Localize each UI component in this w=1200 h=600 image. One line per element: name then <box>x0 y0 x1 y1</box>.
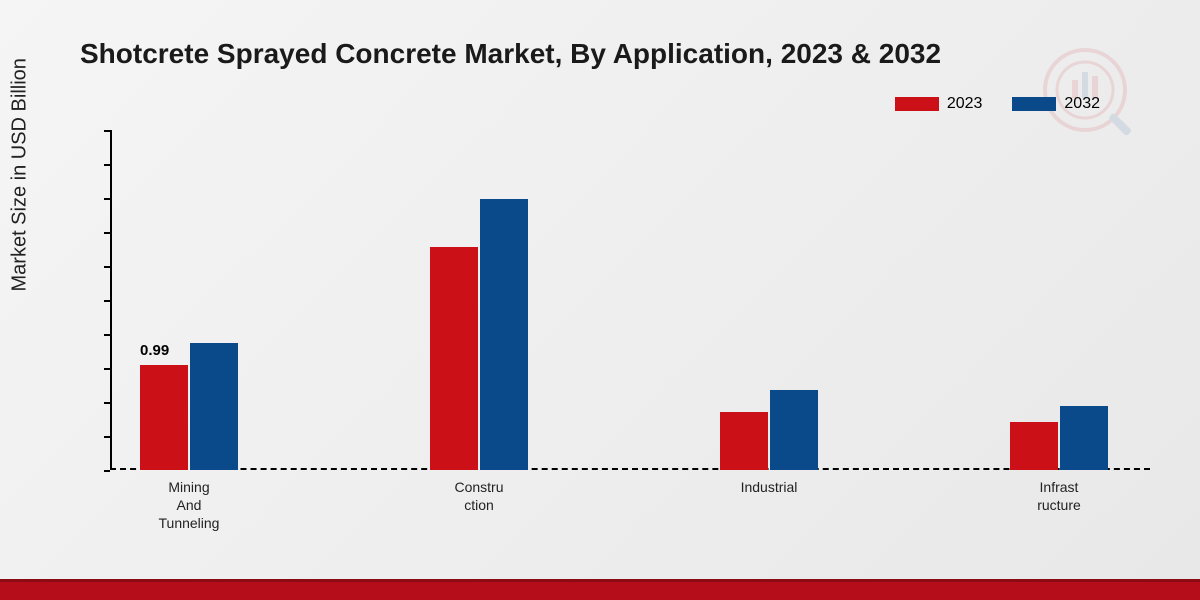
y-tick <box>104 300 110 302</box>
bar <box>1060 406 1108 470</box>
chart-area: 0.99 Mining And TunnelingConstru ctionIn… <box>110 130 1150 470</box>
y-tick <box>104 436 110 438</box>
y-tick <box>104 232 110 234</box>
y-tick <box>104 402 110 404</box>
y-tick <box>104 368 110 370</box>
x-axis-label: Constru ction <box>430 478 528 514</box>
y-axis-label: Market Size in USD Billion <box>9 58 32 291</box>
y-tick <box>104 266 110 268</box>
y-axis <box>110 130 112 470</box>
y-tick <box>104 164 110 166</box>
legend-swatch-2023 <box>895 97 939 111</box>
x-axis-label: Infrast ructure <box>1010 478 1108 514</box>
bar <box>720 412 768 470</box>
legend-item: 2032 <box>1012 95 1100 113</box>
bar <box>1010 422 1058 470</box>
y-tick <box>104 334 110 336</box>
chart-title: Shotcrete Sprayed Concrete Market, By Ap… <box>80 38 941 70</box>
bar <box>140 365 188 470</box>
legend-swatch-2032 <box>1012 97 1056 111</box>
legend-label: 2023 <box>947 95 983 113</box>
bar <box>190 343 238 471</box>
bar <box>480 199 528 470</box>
bar-group <box>720 390 818 470</box>
y-tick <box>104 198 110 200</box>
bar-group: 0.99 <box>140 343 238 471</box>
bar <box>770 390 818 470</box>
legend-label: 2032 <box>1064 95 1100 113</box>
x-axis <box>110 468 1150 470</box>
x-axis-label: Industrial <box>720 478 818 496</box>
bar-group <box>1010 406 1108 470</box>
bar-group <box>430 199 528 470</box>
legend-item: 2023 <box>895 95 983 113</box>
bar-value-label: 0.99 <box>140 342 169 359</box>
y-tick <box>104 470 110 472</box>
legend: 2023 2032 <box>895 95 1100 113</box>
x-axis-label: Mining And Tunneling <box>140 478 238 533</box>
bar <box>430 247 478 470</box>
footer-bar <box>0 582 1200 600</box>
y-tick <box>104 130 110 132</box>
